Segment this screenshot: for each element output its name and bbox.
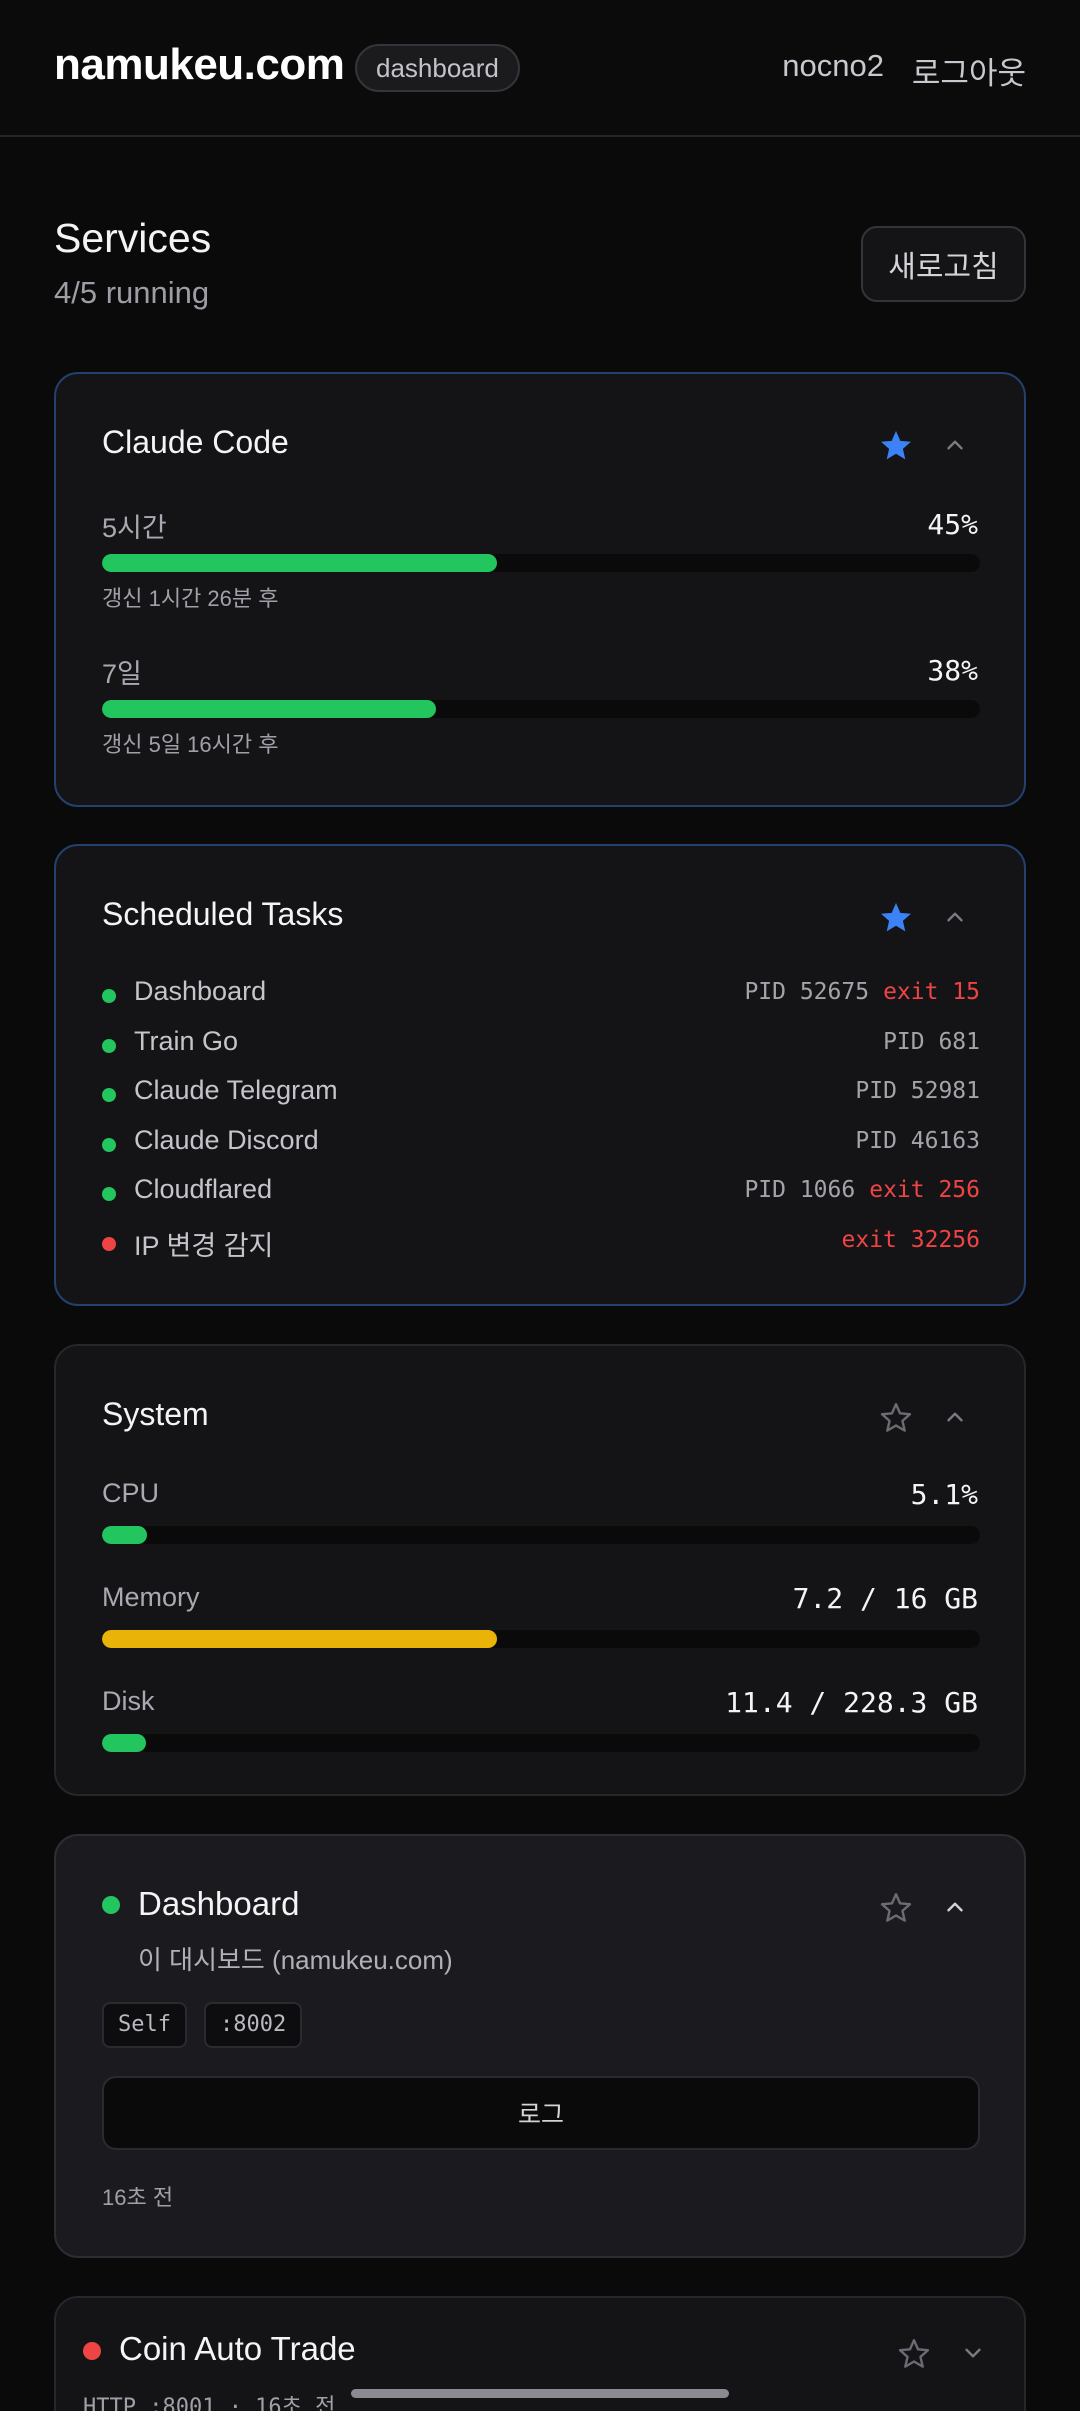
limit-value: 38% xyxy=(927,654,978,687)
task-pid: PID 52675 xyxy=(744,979,870,1005)
star-filled-icon[interactable] xyxy=(878,428,914,464)
status-dot xyxy=(102,1187,116,1201)
task-meta: PID 681 xyxy=(883,1029,980,1055)
port-tag: :8002 xyxy=(204,2002,303,2048)
task-meta: PID 52981 xyxy=(855,1078,980,1104)
running-summary: 4/5 running xyxy=(54,275,210,310)
service-name: Dashboard xyxy=(138,1885,300,1922)
task-row: IP 변경 감지 exit 32256 xyxy=(102,1224,980,1264)
limit-reset-note: 갱신 5일 16시간 후 xyxy=(102,732,279,757)
star-filled-icon[interactable] xyxy=(878,900,914,936)
metric-label: CPU xyxy=(102,1478,160,1508)
metric-progress-bar xyxy=(102,1526,980,1544)
limit-progress-fill xyxy=(102,700,436,718)
refresh-button[interactable]: 새로고침 xyxy=(861,226,1026,302)
service-card-dashboard: Dashboard 이 대시보드 (namukeu.com) Self :800… xyxy=(54,1834,1026,2258)
card-title: System xyxy=(102,1396,209,1432)
claude-code-card: Claude Code 5시간 45% 갱신 1시간 26분 후 7일 38% … xyxy=(54,372,1026,807)
limit-progress-fill xyxy=(102,554,498,572)
task-row: Claude Telegram PID 52981 xyxy=(102,1075,980,1115)
service-tag: Self xyxy=(102,2002,187,2048)
system-card: System CPU 5.1% Memory 7.2 / 16 GB Disk … xyxy=(54,1344,1026,1796)
task-meta: exit 32256 xyxy=(828,1227,980,1253)
metric-progress-fill xyxy=(102,1630,498,1648)
limit-value: 45% xyxy=(927,508,978,541)
service-meta: HTTP :8001 · 16초 전 xyxy=(83,2395,336,2411)
limit-progress-bar xyxy=(102,554,980,572)
top-bar: namukeu.com dashboard nocno2 로그아웃 xyxy=(0,0,1080,137)
task-pid: PID 52981 xyxy=(855,1078,980,1104)
status-dot xyxy=(102,989,116,1003)
card-title: Scheduled Tasks xyxy=(102,896,344,932)
task-name: Dashboard xyxy=(134,976,267,1006)
star-outline-icon[interactable] xyxy=(878,1890,914,1926)
service-description: 이 대시보드 (namukeu.com) xyxy=(138,1945,453,1975)
task-pid: PID 46163 xyxy=(855,1128,980,1154)
chevron-down-icon[interactable] xyxy=(960,2340,986,2366)
task-exit-code: exit 15 xyxy=(883,979,980,1005)
task-exit-code: exit 32256 xyxy=(841,1227,980,1253)
metric-progress-bar xyxy=(102,1630,980,1648)
limit-reset-note: 갱신 1시간 26분 후 xyxy=(102,586,279,611)
task-meta: PID 52675 exit 15 xyxy=(744,979,980,1005)
task-row: Dashboard PID 52675 exit 15 xyxy=(102,976,980,1016)
limit-label: 7일 xyxy=(102,659,142,689)
site-brand[interactable]: namukeu.com xyxy=(54,40,345,89)
logout-link[interactable]: 로그아웃 xyxy=(911,56,1026,91)
home-indicator xyxy=(351,2389,729,2398)
status-dot xyxy=(102,1088,116,1102)
task-row: Cloudflared PID 1066 exit 256 xyxy=(102,1174,980,1214)
last-updated: 16초 전 xyxy=(102,2185,174,2210)
status-dot xyxy=(102,1896,120,1914)
task-pid: PID 1066 xyxy=(744,1177,856,1203)
status-dot xyxy=(102,1039,116,1053)
chevron-up-icon[interactable] xyxy=(942,904,968,930)
route-badge: dashboard xyxy=(355,44,520,92)
star-outline-icon[interactable] xyxy=(878,1400,914,1436)
task-meta: PID 46163 xyxy=(855,1128,980,1154)
log-button[interactable]: 로그 xyxy=(102,2076,980,2150)
star-outline-icon[interactable] xyxy=(896,2336,932,2372)
status-dot xyxy=(102,1138,116,1152)
task-exit-code: exit 256 xyxy=(869,1177,980,1203)
task-pid: PID 681 xyxy=(883,1029,980,1055)
chevron-up-icon[interactable] xyxy=(942,432,968,458)
limit-progress-bar xyxy=(102,700,980,718)
task-name: Claude Telegram xyxy=(134,1075,338,1105)
metric-value: 7.2 / 16 GB xyxy=(792,1582,978,1615)
task-row: Claude Discord PID 46163 xyxy=(102,1125,980,1165)
metric-progress-bar xyxy=(102,1734,980,1752)
task-name: Claude Discord xyxy=(134,1125,319,1155)
chevron-up-icon[interactable] xyxy=(942,1404,968,1430)
task-name: IP 변경 감지 xyxy=(134,1231,274,1261)
metric-label: Disk xyxy=(102,1686,155,1716)
metric-progress-fill xyxy=(102,1526,147,1544)
metric-value: 5.1% xyxy=(910,1478,978,1511)
task-name: Train Go xyxy=(134,1026,239,1056)
chevron-up-icon[interactable] xyxy=(942,1894,968,1920)
task-name: Cloudflared xyxy=(134,1174,273,1204)
status-dot xyxy=(83,2342,101,2360)
username: nocno2 xyxy=(782,48,884,83)
page-title: Services xyxy=(54,215,212,261)
task-meta: PID 1066 exit 256 xyxy=(744,1177,980,1203)
metric-progress-fill xyxy=(102,1734,146,1752)
service-name: Coin Auto Trade xyxy=(119,2330,356,2367)
card-title: Claude Code xyxy=(102,424,289,460)
task-row: Train Go PID 681 xyxy=(102,1026,980,1066)
scheduled-tasks-card: Scheduled Tasks Dashboard PID 52675 exit … xyxy=(54,844,1026,1306)
status-dot xyxy=(102,1237,116,1251)
limit-label: 5시간 xyxy=(102,513,167,543)
metric-label: Memory xyxy=(102,1582,200,1612)
metric-value: 11.4 / 228.3 GB xyxy=(725,1686,978,1719)
